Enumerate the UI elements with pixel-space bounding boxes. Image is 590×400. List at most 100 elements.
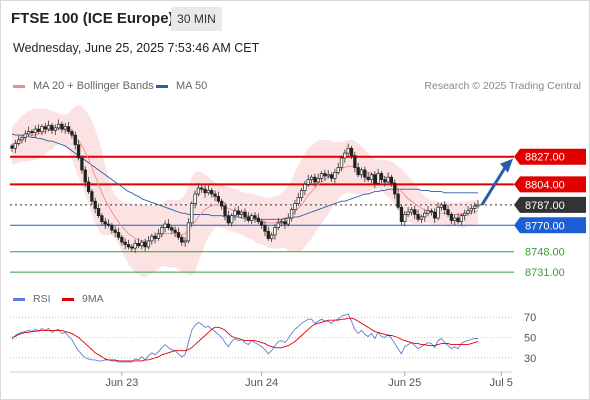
candle-body	[359, 169, 364, 176]
candle-body	[429, 210, 434, 213]
candle-body	[33, 128, 37, 134]
candle-body	[240, 211, 244, 215]
candle-body	[346, 147, 350, 154]
candle-body	[180, 236, 184, 243]
candle-body	[433, 211, 437, 219]
ma9-swatch	[62, 297, 74, 301]
candle-body	[250, 215, 254, 221]
candle-body	[173, 229, 177, 233]
x-tick-label: Jun 23	[105, 377, 138, 389]
candle-body	[66, 126, 71, 132]
candle-body	[376, 173, 380, 184]
candle-body	[269, 234, 274, 239]
candle-body	[439, 204, 444, 208]
candle-body	[110, 224, 114, 231]
ma20-swatch	[13, 84, 25, 88]
candle-body	[273, 227, 277, 236]
candle-body	[83, 169, 87, 183]
candle-body	[399, 206, 404, 223]
candle-body	[313, 176, 317, 183]
candle-body	[476, 204, 480, 207]
forecast-arrow-head	[500, 158, 513, 173]
level-tag-bg-8770.00	[514, 217, 586, 234]
legend-rsi-label: RSI	[33, 293, 51, 305]
timestamp: Wednesday, June 25, 2025 7:53:46 AM CET	[13, 41, 260, 55]
candle-body	[153, 235, 157, 239]
candle-body	[60, 123, 64, 130]
level-tag-bg-8827.00	[514, 148, 586, 165]
candle-body	[46, 125, 51, 130]
candle-body	[383, 179, 387, 183]
candle-body	[446, 209, 450, 215]
candle-body	[140, 241, 144, 247]
legend-9ma-label: 9MA	[82, 293, 104, 305]
candle-body	[453, 217, 457, 221]
candle-body	[176, 232, 181, 238]
candle-body	[473, 205, 477, 209]
candle-body	[283, 221, 287, 225]
candle-body	[416, 214, 420, 220]
candle-body	[289, 209, 294, 219]
candle-body	[306, 179, 310, 185]
candle-body	[246, 216, 250, 221]
candle-body	[43, 126, 47, 130]
candle-body	[419, 216, 424, 220]
legend-rsi: RSI	[13, 293, 51, 305]
legend-9ma: 9MA	[62, 293, 104, 305]
candle-body	[40, 126, 44, 132]
legend-ma20-label: MA 20 + Bollinger Bands	[33, 80, 154, 92]
candle-body	[286, 217, 290, 225]
candle-body	[459, 215, 464, 223]
candle-body	[256, 217, 260, 223]
rsi-tick-70: 70	[524, 312, 536, 324]
legend-ma50-label: MA 50	[176, 80, 208, 92]
candle-body	[30, 131, 34, 134]
candle-body	[413, 209, 417, 215]
candle-body	[333, 172, 337, 179]
candle-body	[343, 152, 347, 159]
candle-body	[210, 190, 214, 195]
candle-body	[303, 184, 307, 191]
candle-body	[190, 203, 194, 224]
candle-body	[349, 147, 354, 156]
candle-body	[133, 242, 137, 249]
candle-body	[230, 215, 234, 224]
level-tag-8827.00: 8827.00	[525, 152, 565, 164]
candle-body	[329, 174, 334, 179]
candle-body	[396, 193, 400, 208]
candle-body	[463, 212, 467, 217]
candle-body	[136, 242, 141, 247]
candle-body	[130, 246, 134, 249]
candle-body	[76, 144, 81, 159]
candle-body	[386, 176, 390, 183]
candle-body	[356, 167, 360, 176]
instrument-title: FTSE 100 (ICE Europe)	[11, 10, 174, 27]
interval-button[interactable]: 30 MIN	[171, 7, 222, 31]
candle-body	[10, 145, 14, 149]
candle-body	[156, 233, 161, 239]
candle-body	[369, 174, 374, 180]
candle-body	[17, 139, 21, 144]
candle-body	[200, 187, 204, 190]
x-tick-label: Jun 25	[388, 377, 421, 389]
candle-body	[213, 193, 217, 197]
candle-body	[336, 167, 340, 173]
candle-body	[56, 123, 61, 129]
candle-body	[183, 240, 187, 243]
credit-text: Research © 2025 Trading Central	[424, 80, 581, 92]
candle-body	[426, 210, 430, 214]
candle-body	[423, 212, 427, 218]
candle-body	[389, 176, 394, 184]
candle-body	[243, 211, 247, 218]
candle-body	[299, 190, 304, 198]
candle-body	[409, 209, 414, 213]
level-tag-8770.00: 8770.00	[525, 220, 565, 232]
candle-body	[146, 240, 151, 248]
candle-body	[53, 127, 57, 131]
candle-body	[449, 214, 454, 221]
x-tick-label: Jun 24	[245, 377, 278, 389]
candle-body	[379, 173, 384, 180]
candle-body	[443, 204, 447, 210]
candle-body	[216, 196, 221, 202]
